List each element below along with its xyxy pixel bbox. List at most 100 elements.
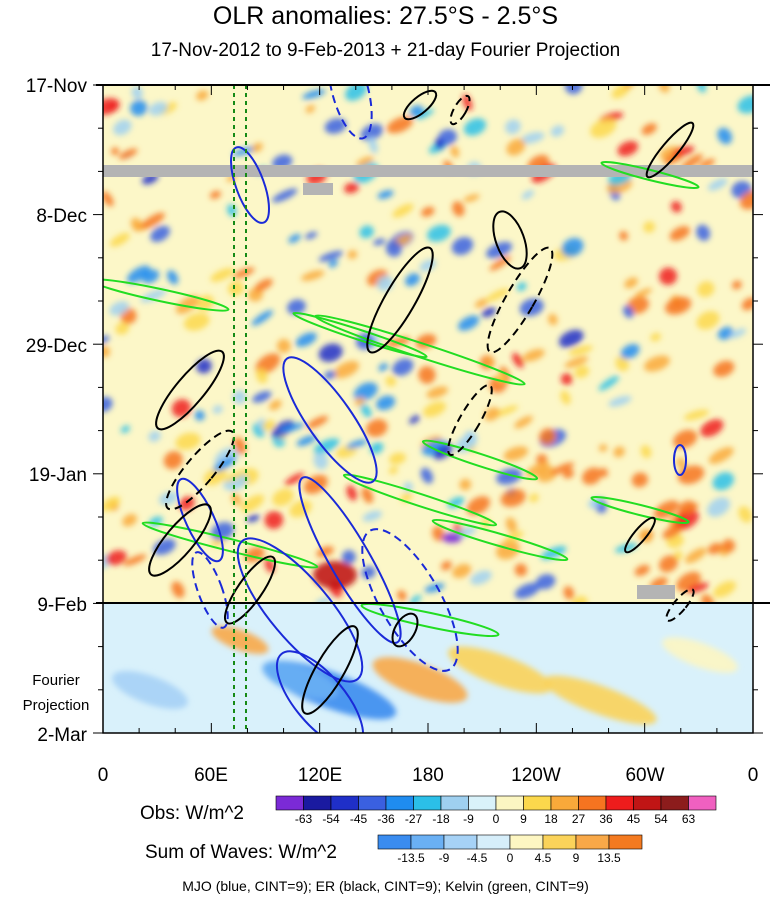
x-tick-label: 120E [298, 765, 342, 786]
anomaly-blob [466, 496, 490, 515]
anomaly-blob [598, 375, 620, 391]
anomaly-blob [328, 259, 338, 268]
anomaly-blob [529, 493, 539, 503]
anomaly-blob [163, 451, 183, 470]
obs-anomaly-blobs [103, 85, 753, 603]
y-tick-label: 9-Feb [37, 595, 87, 616]
projection-blobs [112, 626, 738, 725]
anomaly-blob [252, 391, 272, 403]
waves-colorbar-level: -4.5 [467, 851, 488, 865]
anomaly-blob [141, 212, 165, 229]
anomaly-blob [535, 574, 556, 590]
obs-colorbar-level: -9 [463, 812, 474, 826]
anomaly-blob [409, 415, 421, 424]
anomaly-blob [359, 225, 374, 239]
anomaly-blob [620, 343, 640, 360]
anomaly-blob [333, 360, 360, 379]
anomaly-blob [674, 550, 683, 560]
anomaly-blob [369, 442, 384, 454]
anomaly-blob [712, 472, 735, 491]
obs-colorbar-label: Obs: W/m^2 [140, 803, 244, 824]
er-contour [165, 429, 235, 511]
anomaly-blob [272, 188, 298, 203]
anomaly-blob [346, 485, 357, 501]
anomaly-blob [722, 539, 736, 553]
anomaly-blob [590, 118, 617, 138]
anomaly-blob [713, 580, 737, 598]
anomaly-blob [634, 288, 652, 298]
projection-blob [211, 626, 269, 654]
anomaly-blob [303, 474, 328, 494]
anomaly-blob [505, 517, 517, 533]
missing-data-patch [303, 183, 333, 195]
anomaly-blob [514, 582, 540, 599]
anomaly-blob [450, 145, 460, 158]
obs-colorbar: -63 -54 -45 -36 -27 -18 -9 0 9 18 27 36 45 54 63 [275, 795, 717, 826]
anomaly-blob [254, 278, 273, 292]
anomaly-blob [196, 358, 212, 374]
er-contour [224, 555, 276, 625]
obs-colorbar-level: -45 [350, 812, 368, 826]
anomaly-blob [288, 233, 301, 244]
anomaly-blob [103, 345, 111, 358]
waves-colorbar-level: -9 [439, 851, 450, 865]
anomaly-blob [368, 136, 378, 154]
er-contour [301, 625, 359, 715]
anomaly-blob [707, 497, 730, 517]
anomaly-blob [550, 125, 565, 137]
anomaly-blob [251, 142, 263, 153]
anomaly-blob [678, 500, 696, 514]
projection-label-line2: Projection [23, 697, 90, 714]
anomaly-blob [167, 270, 179, 285]
y-tick-label: 2-Mar [37, 725, 87, 746]
anomaly-blob [392, 203, 414, 218]
anomaly-blob [561, 237, 584, 257]
anomaly-blob [470, 570, 492, 585]
er-contour [391, 612, 419, 648]
kelvin-contour [141, 521, 319, 569]
anomaly-blob [110, 147, 120, 156]
projection-label-line1: Fourier [32, 672, 80, 689]
obs-colorbar-swatch [385, 795, 414, 811]
anomaly-blob [684, 547, 707, 564]
projection-blob [662, 637, 738, 673]
anomaly-blob [696, 311, 720, 330]
obs-colorbar-level: -27 [405, 812, 423, 826]
anomaly-blob [224, 470, 245, 483]
obs-colorbar-swatch [330, 795, 359, 811]
projection-label: Fourier Projection [23, 672, 90, 714]
anomaly-blob [378, 363, 388, 372]
anomaly-blob [262, 420, 276, 431]
anomaly-blob [313, 438, 340, 454]
anomaly-blob [175, 295, 200, 315]
waves-colorbar-level: 13.5 [597, 851, 621, 865]
kelvin-contour [431, 518, 569, 562]
er-contour [449, 94, 471, 126]
anomaly-blob [568, 345, 593, 356]
obs-colorbar-swatch [550, 795, 579, 811]
waves-colorbar-swatch [476, 834, 511, 850]
anomaly-blob [673, 429, 698, 449]
anomaly-blob [130, 217, 142, 231]
x-tick-label: 0 [748, 765, 759, 786]
anomaly-blob [485, 356, 494, 368]
anomaly-blob [354, 397, 365, 406]
anomaly-blob [696, 224, 711, 241]
y-tick-label: 29-Dec [26, 336, 87, 357]
anomaly-blob [318, 250, 344, 262]
anomaly-blob [341, 550, 356, 564]
obs-colorbar-swatch [660, 795, 689, 811]
anomaly-blob [562, 468, 575, 479]
mjo-contour [673, 444, 687, 476]
anomaly-blob [520, 132, 545, 144]
anomaly-blob [183, 312, 210, 331]
anomaly-blob [558, 329, 584, 348]
anomaly-blob [713, 360, 735, 377]
er-contour [447, 384, 493, 456]
anomaly-blob [126, 265, 151, 283]
anomaly-blob [362, 510, 382, 522]
anomaly-blob [452, 201, 465, 217]
anomaly-blob [345, 85, 367, 101]
anomaly-blob [432, 526, 445, 542]
anomaly-blob [276, 339, 291, 353]
